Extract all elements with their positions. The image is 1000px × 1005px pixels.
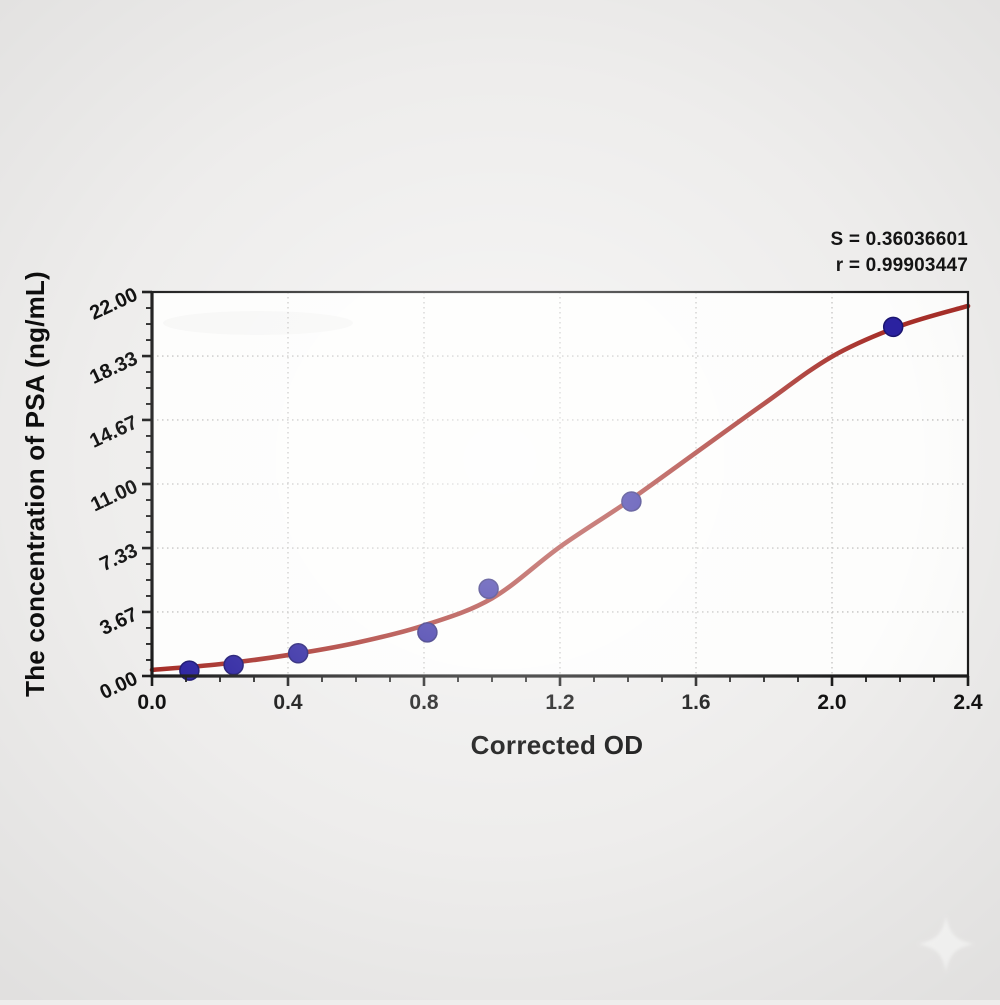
y-axis-title: The concentration of PSA (ng/mL) (20, 271, 50, 697)
y-tick-label: 7.33 (97, 540, 142, 576)
x-tick-label: 0.4 (273, 691, 303, 714)
sparkle-icon (918, 916, 974, 972)
data-point (621, 491, 642, 512)
x-tick-label: 1.6 (681, 691, 710, 714)
y-tick-label: 22.00 (86, 284, 141, 325)
y-tick-label: 3.67 (97, 604, 142, 640)
x-axis-title: Corrected OD (470, 730, 644, 760)
fit-statistics: S = 0.36036601 r = 0.99903447 (830, 227, 968, 279)
x-tick-label: 2.4 (953, 691, 983, 714)
data-point (223, 654, 244, 676)
data-point (287, 643, 309, 664)
sparkle-watermark (918, 916, 974, 972)
data-point (882, 316, 904, 338)
r-value-text: r = 0.99903447 (835, 255, 968, 276)
y-tick-label: 18.33 (86, 348, 141, 389)
x-tick-label: 0.8 (409, 691, 439, 714)
data-point (417, 622, 438, 643)
faint-smudge (163, 311, 353, 335)
x-tick-label: 2.0 (817, 691, 846, 714)
y-tick-label: 11.00 (87, 476, 141, 517)
y-tick-label: 14.67 (86, 412, 141, 453)
data-point (478, 578, 499, 599)
x-tick-label: 1.2 (545, 691, 574, 714)
s-value-text: S = 0.36036601 (830, 229, 968, 250)
y-tick-label: 0.00 (97, 668, 142, 704)
x-tick-label: 0.0 (137, 691, 166, 714)
